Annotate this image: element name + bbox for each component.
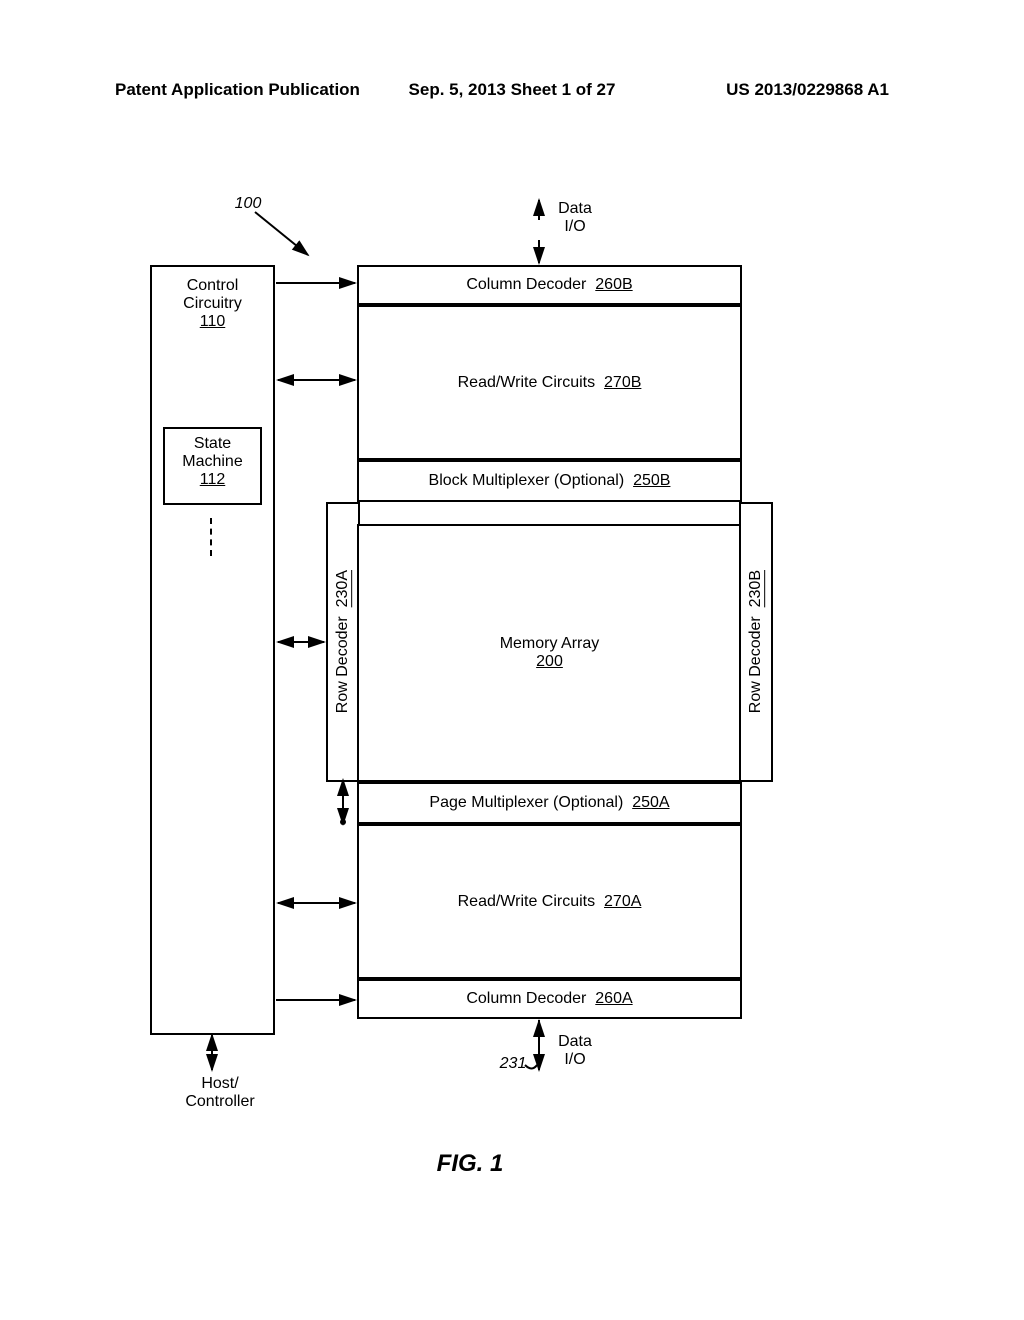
text: Row Decoder bbox=[747, 617, 764, 714]
text: Block Multiplexer (Optional) bbox=[429, 472, 625, 489]
text: 260B bbox=[595, 276, 632, 293]
text: 230B bbox=[747, 570, 764, 607]
text: Row Decoder bbox=[334, 617, 351, 714]
ref-100-label: 100 bbox=[218, 195, 278, 213]
control-circuitry-title: Control Circuitry 110 bbox=[152, 277, 273, 331]
row-decoder-b: Row Decoder 230B bbox=[739, 502, 773, 782]
text: 260A bbox=[595, 990, 632, 1007]
block-multiplexer: Block Multiplexer (Optional) 250B bbox=[357, 460, 742, 502]
column-decoder-bottom: Column Decoder 260A bbox=[357, 979, 742, 1019]
text: Page Multiplexer (Optional) bbox=[429, 794, 623, 811]
text: Circuitry bbox=[183, 295, 242, 312]
text: Read/Write Circuits bbox=[458, 374, 596, 391]
header-left: Patent Application Publication bbox=[115, 80, 360, 100]
text: 110 bbox=[200, 313, 226, 330]
read-write-circuits-bottom: Read/Write Circuits 270A bbox=[357, 824, 742, 979]
text: 270B bbox=[604, 374, 641, 391]
text: 250A bbox=[632, 794, 669, 811]
control-circuitry-box: Control Circuitry 110 bbox=[150, 265, 275, 1035]
text: 200 bbox=[536, 653, 563, 670]
dashed-line bbox=[210, 518, 212, 556]
text: I/O bbox=[564, 1051, 585, 1068]
row-decoder-a: Row Decoder 230A bbox=[326, 502, 360, 782]
text: 270A bbox=[604, 893, 641, 910]
text: 112 bbox=[200, 471, 226, 488]
state-machine-box: State Machine 112 bbox=[163, 427, 262, 505]
text: Column Decoder bbox=[466, 990, 586, 1007]
text: Control bbox=[187, 277, 239, 294]
text: Controller bbox=[185, 1093, 254, 1110]
text: Read/Write Circuits bbox=[458, 893, 596, 910]
text: Memory Array bbox=[500, 635, 600, 652]
text: State bbox=[194, 435, 231, 452]
column-decoder-top: Column Decoder 260B bbox=[357, 265, 742, 305]
text: Host/ bbox=[201, 1075, 238, 1092]
page: Patent Application Publication Sep. 5, 2… bbox=[0, 0, 1024, 1320]
read-write-circuits-top: Read/Write Circuits 270B bbox=[357, 305, 742, 460]
data-io-top-label: Data I/O bbox=[545, 200, 605, 236]
text: 250B bbox=[633, 472, 670, 489]
host-controller-label: Host/ Controller bbox=[170, 1075, 270, 1111]
text: Data bbox=[558, 1033, 592, 1050]
text: Machine bbox=[182, 453, 242, 470]
header-right: US 2013/0229868 A1 bbox=[726, 80, 889, 100]
memory-array: Memory Array200 bbox=[357, 524, 742, 782]
header-mid: Sep. 5, 2013 Sheet 1 of 27 bbox=[409, 80, 616, 100]
page-multiplexer: Page Multiplexer (Optional) 250A bbox=[357, 782, 742, 824]
text: Column Decoder bbox=[466, 276, 586, 293]
text: 230A bbox=[334, 570, 351, 607]
diagram: 100 Data I/O Data I/O 231 Host/ Controll… bbox=[120, 195, 820, 1055]
data-io-bottom-label: Data I/O bbox=[545, 1033, 605, 1069]
text: Data bbox=[558, 200, 592, 217]
text: I/O bbox=[564, 218, 585, 235]
ref-231-label: 231 bbox=[493, 1055, 533, 1073]
figure-caption: FIG. 1 bbox=[120, 1150, 820, 1178]
